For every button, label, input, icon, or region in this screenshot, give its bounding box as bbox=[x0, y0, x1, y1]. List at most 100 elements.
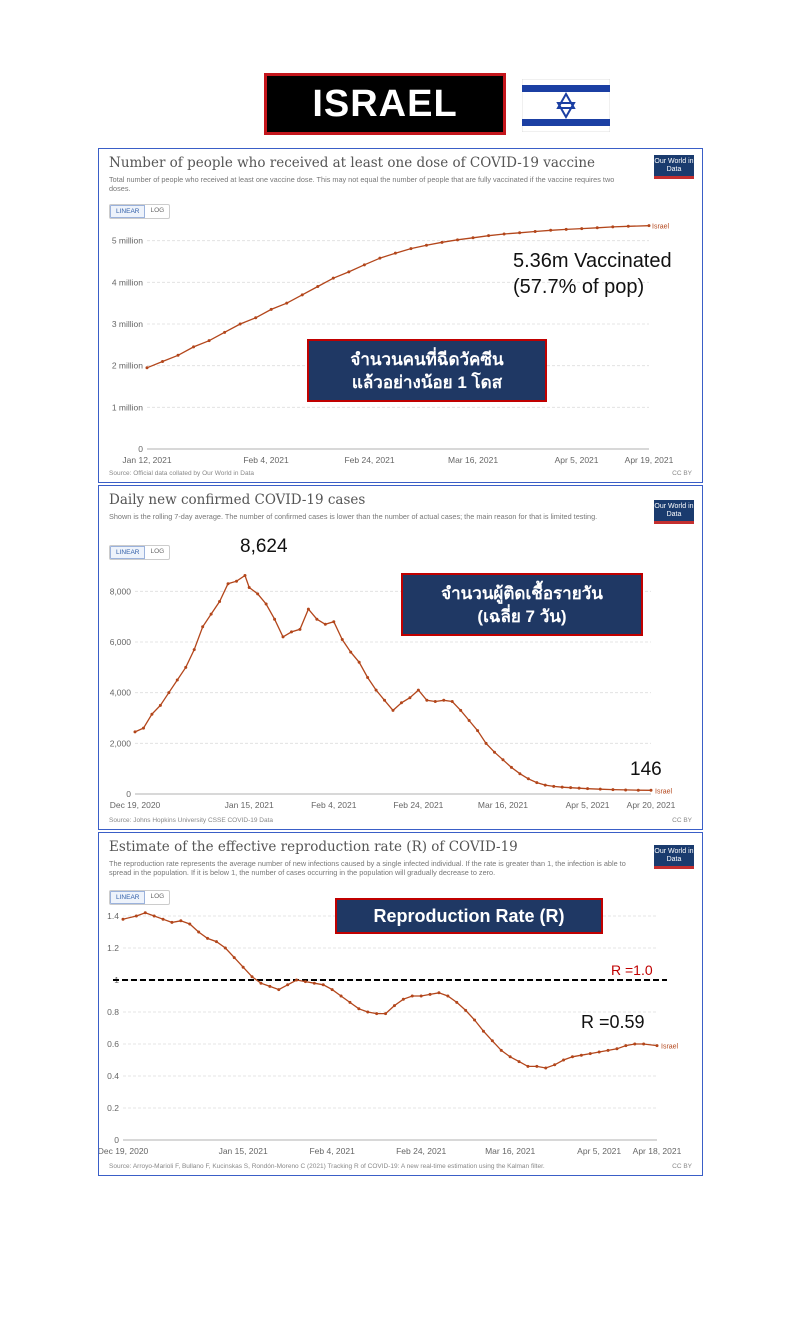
data-point bbox=[269, 307, 273, 311]
data-point bbox=[250, 975, 254, 979]
callout-line-1: Reproduction Rate (R) bbox=[373, 905, 565, 926]
data-point bbox=[501, 758, 505, 762]
y-tick-label: 1 million bbox=[112, 402, 143, 412]
data-point bbox=[340, 637, 344, 641]
data-point bbox=[490, 1039, 494, 1043]
data-point bbox=[188, 922, 192, 926]
data-point bbox=[332, 620, 336, 624]
y-tick-label: 1.2 bbox=[107, 943, 119, 953]
data-point bbox=[564, 227, 568, 231]
data-point bbox=[235, 579, 239, 583]
data-point bbox=[597, 1050, 601, 1054]
data-point bbox=[170, 920, 174, 924]
data-point bbox=[553, 1063, 557, 1067]
data-point bbox=[383, 698, 387, 702]
thai-callout: จำนวนคนที่ฉีดวัคซีน แล้วอย่างน้อย 1 โดส bbox=[307, 339, 547, 402]
scale-toggle[interactable]: LINEAR LOG bbox=[109, 545, 171, 560]
cases-chart-panel: Daily new confirmed COVID-19 cases Shown… bbox=[98, 485, 703, 830]
page-title: ISRAEL bbox=[264, 73, 506, 135]
data-point bbox=[330, 988, 334, 992]
linear-toggle[interactable]: LINEAR bbox=[110, 546, 146, 559]
last-value-annotation: 146 bbox=[630, 759, 662, 780]
data-point bbox=[481, 1029, 485, 1033]
callout-line-2: (เฉลี่ย 7 วัน) bbox=[477, 606, 567, 626]
r-reference-label: R =1.0 bbox=[611, 962, 653, 978]
data-point bbox=[303, 980, 307, 984]
x-tick-label: Jan 15, 2021 bbox=[219, 1146, 268, 1156]
data-point bbox=[473, 1018, 477, 1022]
data-point bbox=[459, 708, 463, 712]
data-point bbox=[569, 786, 573, 790]
chart-source: Source: Official data collated by Our Wo… bbox=[109, 470, 254, 477]
data-point bbox=[425, 698, 429, 702]
data-point bbox=[289, 630, 293, 634]
data-point bbox=[580, 227, 584, 231]
data-point bbox=[393, 251, 397, 255]
log-toggle[interactable]: LOG bbox=[150, 548, 165, 555]
data-point bbox=[560, 785, 564, 789]
data-point bbox=[455, 1000, 459, 1004]
callout-line-1: จำนวนผู้ติดเชื้อรายวัน bbox=[441, 583, 603, 603]
data-point bbox=[161, 917, 165, 921]
x-tick-label: Dec 19, 2020 bbox=[99, 1146, 149, 1156]
data-point bbox=[218, 599, 222, 603]
data-point bbox=[649, 788, 653, 792]
data-point bbox=[450, 700, 454, 704]
data-point bbox=[254, 316, 258, 320]
data-point bbox=[484, 741, 488, 745]
reproduction-rate-panel: Estimate of the effective reproduction r… bbox=[98, 832, 703, 1176]
linear-toggle[interactable]: LINEAR bbox=[110, 891, 146, 904]
data-point bbox=[433, 700, 437, 704]
data-point bbox=[281, 635, 285, 639]
data-point bbox=[241, 965, 245, 969]
chart-title: Estimate of the effective reproduction r… bbox=[109, 839, 518, 855]
data-point bbox=[176, 353, 180, 357]
data-point bbox=[595, 226, 599, 230]
data-point bbox=[476, 729, 480, 733]
data-point bbox=[440, 240, 444, 244]
data-point bbox=[517, 1060, 521, 1064]
data-point bbox=[419, 994, 423, 998]
data-point bbox=[626, 224, 630, 228]
data-point bbox=[366, 1010, 370, 1014]
data-point bbox=[456, 238, 460, 242]
x-tick-label: Feb 4, 2021 bbox=[309, 1146, 355, 1156]
data-point bbox=[357, 660, 361, 664]
x-tick-label: Mar 16, 2021 bbox=[448, 455, 498, 465]
data-point bbox=[268, 984, 272, 988]
data-point bbox=[508, 1055, 512, 1059]
data-point bbox=[437, 991, 441, 995]
data-point bbox=[295, 978, 299, 982]
israel-flag-icon bbox=[522, 79, 610, 132]
data-point bbox=[579, 1053, 583, 1057]
data-point bbox=[357, 1007, 361, 1011]
thai-callout: จำนวนผู้ติดเชื้อรายวัน (เฉลี่ย 7 วัน) bbox=[401, 573, 643, 636]
data-point bbox=[611, 225, 615, 229]
data-point bbox=[184, 665, 188, 669]
x-tick-label: Jan 15, 2021 bbox=[225, 800, 274, 810]
y-tick-label: 8,000 bbox=[110, 586, 132, 596]
data-point bbox=[535, 1064, 539, 1068]
scale-toggle[interactable]: LINEAR LOG bbox=[109, 890, 171, 905]
data-point bbox=[471, 236, 475, 240]
x-tick-label: Jan 12, 2021 bbox=[122, 455, 171, 465]
data-point bbox=[285, 301, 289, 305]
data-point bbox=[349, 650, 353, 654]
data-point bbox=[502, 232, 506, 236]
linear-toggle[interactable]: LINEAR bbox=[110, 205, 146, 218]
scale-toggle[interactable]: LINEAR LOG bbox=[109, 204, 171, 219]
x-tick-label: Mar 16, 2021 bbox=[485, 1146, 535, 1156]
data-point bbox=[192, 345, 196, 349]
data-point bbox=[201, 625, 205, 629]
data-point bbox=[256, 592, 260, 596]
data-point bbox=[306, 607, 310, 611]
data-point bbox=[409, 247, 413, 251]
x-tick-label: Feb 24, 2021 bbox=[396, 1146, 446, 1156]
data-point bbox=[416, 688, 420, 692]
log-toggle[interactable]: LOG bbox=[150, 207, 165, 214]
y-tick-label: 4,000 bbox=[110, 688, 132, 698]
data-point bbox=[446, 994, 450, 998]
log-toggle[interactable]: LOG bbox=[150, 893, 165, 900]
data-point bbox=[399, 701, 403, 705]
